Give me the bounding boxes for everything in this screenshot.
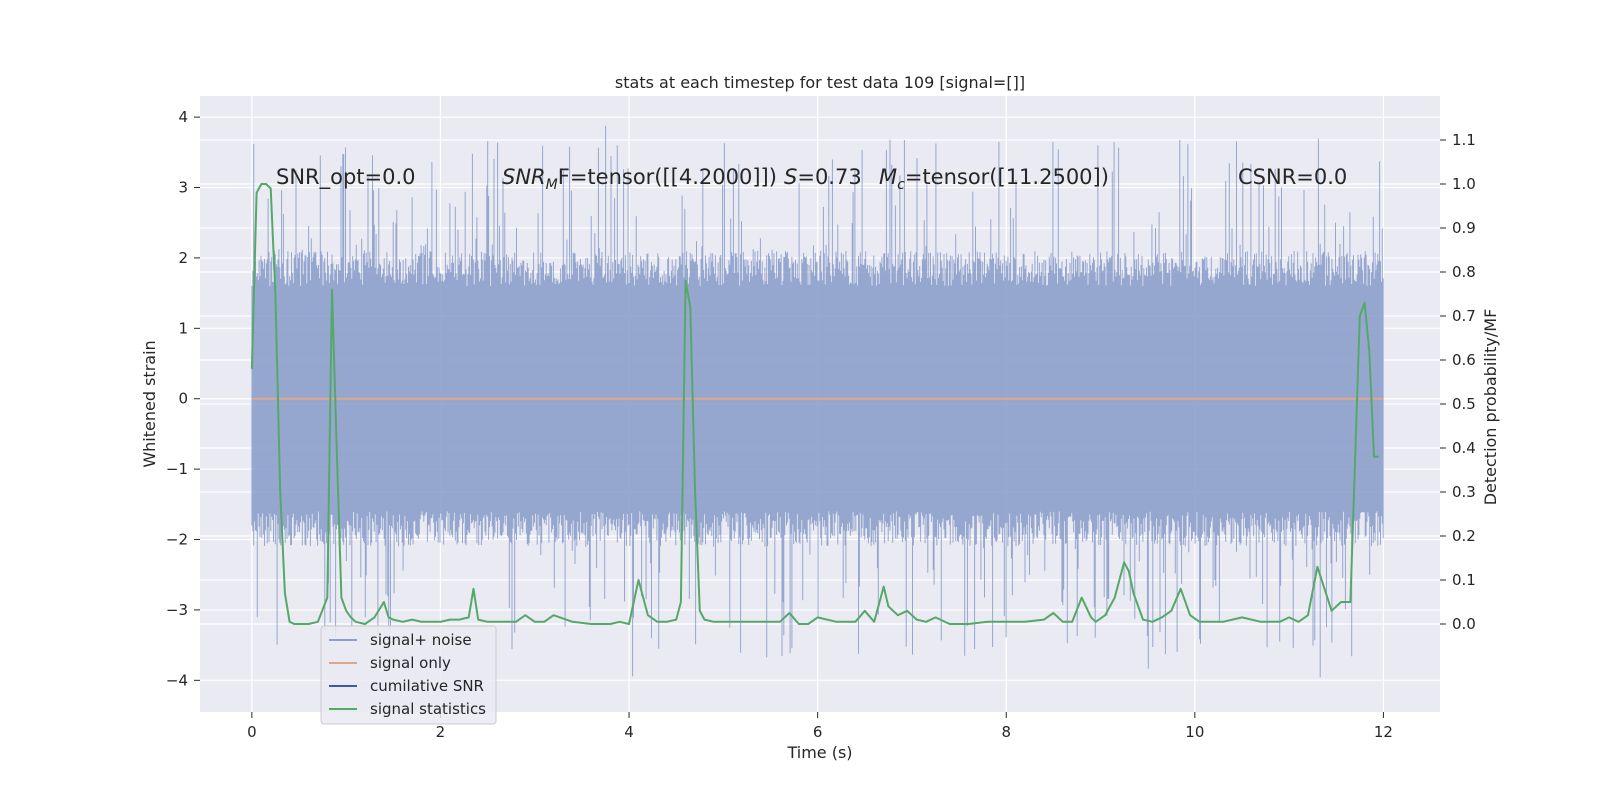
x-axis-title: Time (s) [786,743,852,762]
y-tick-label: 0 [178,390,188,408]
legend-entry-signal-noise: signal+ noise [329,631,472,649]
annotation-s-symbol: S [784,165,797,189]
legend-label-signal-noise: signal+ noise [370,631,472,649]
y-right-tick-label: 0.3 [1452,483,1476,501]
annotation-snr-mf: SNRMF=tensor([[4.2000]]) [502,165,777,193]
y-right-tick-label: 0.7 [1452,307,1476,325]
annotation-snr-mf-base: SNR [502,165,546,189]
x-tick-label: 10 [1185,723,1204,741]
y-right-tick-label: 0.9 [1452,219,1476,237]
y-right-tick-labels: 0.0 0.1 0.2 0.3 0.4 0.5 0.6 0.7 0.8 0.9 1.0 1.1 [1440,131,1476,633]
x-tick-label: 0 [247,723,257,741]
y-right-tick-label: 0.1 [1452,571,1476,589]
x-tick-label: 6 [813,723,823,741]
y-tick-labels: −4 −3 −2 −1 0 1 2 3 4 [166,108,200,689]
y-axis-title: Whitened strain [140,340,159,467]
y-tick-label: 4 [178,108,188,126]
x-tick-label: 12 [1374,723,1393,741]
y-right-tick-label: 1.1 [1452,131,1476,149]
y-right-tick-label: 0.4 [1452,439,1476,457]
y-tick-label: −3 [166,601,188,619]
legend-entry-signal-only: signal only [329,654,451,672]
annotation-mc: Mc=tensor([11.2500]) [879,165,1109,193]
legend-label-cumilative-snr: cumilative SNR [370,677,484,695]
annotation-s: S=0.73 [784,165,862,189]
x-tick-label: 8 [1001,723,1011,741]
y-right-tick-label: 0.5 [1452,395,1476,413]
annotation-mc-base: M [879,165,897,189]
y-tick-label: 2 [178,249,188,267]
legend-box [320,625,497,725]
legend-label-signal-statistics: signal statistics [370,700,486,718]
x-tick-labels: 0 2 4 6 8 10 12 [247,712,1393,741]
y-right-tick-label: 0.6 [1452,351,1476,369]
y-tick-label: −4 [166,671,188,689]
annotation-s-value: =0.73 [797,165,861,189]
y-tick-label: 1 [178,319,188,337]
annotation-csnr: CSNR=0.0 [1238,165,1347,189]
legend: signal+ noise signal only cumilative SNR… [320,625,497,725]
legend-label-signal-only: signal only [370,654,451,672]
annotation-mc-sub: c [897,177,905,193]
legend-entry-cumilative-snr: cumilative SNR [329,677,484,695]
annotation-snr-mf-sub: M [546,177,558,193]
annotation-snr-mf-rest: F=tensor([[4.2000]]) [558,165,777,189]
legend-entry-signal-statistics: signal statistics [329,700,486,718]
y-tick-label: −2 [166,531,188,549]
y-tick-label: 3 [178,179,188,197]
series-signal-statistics-line [250,183,1379,625]
chart-title: stats at each timestep for test data 109… [615,73,1025,92]
annotation-mc-rest: =tensor([11.2500]) [905,165,1109,189]
y-right-tick-label: 0.0 [1452,615,1476,633]
y-right-tick-label: 1.0 [1452,175,1476,193]
x-tick-label: 4 [624,723,634,741]
y-right-axis-title: Detection probability/MF [1481,309,1500,506]
x-tick-label: 2 [436,723,446,741]
annotation-snr-opt: SNR_opt=0.0 [276,165,416,190]
y-right-tick-label: 0.2 [1452,527,1476,545]
y-right-tick-label: 0.8 [1452,263,1476,281]
y-tick-label: −1 [166,460,188,478]
